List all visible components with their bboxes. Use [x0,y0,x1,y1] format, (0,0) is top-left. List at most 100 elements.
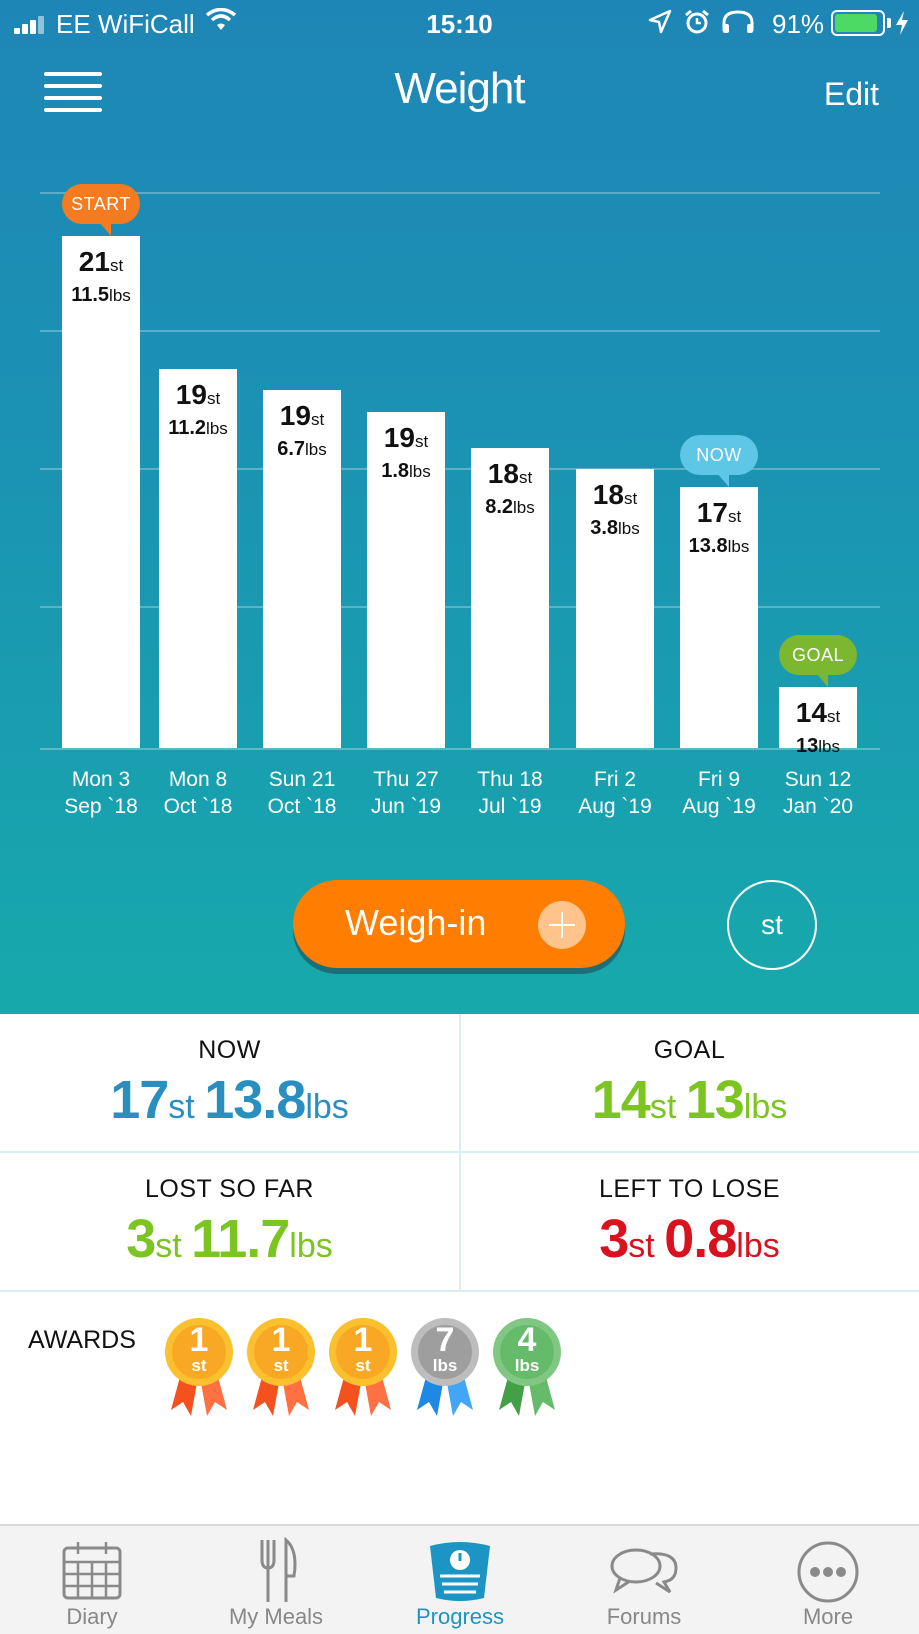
award-medal-unit: st [273,1356,289,1375]
chart-x-label: Mon 8 Oct `18 [148,766,248,820]
bar-stone-value: 17 [696,497,728,528]
bar-lbs-value: 11.5 [71,284,110,307]
unit-toggle-button[interactable]: st [727,880,817,970]
bar-lbs-value: 6.7 [277,437,306,460]
bar-lbs-label: 1.8lbs [367,458,445,485]
award-medal[interactable]: 7 lbs [409,1316,481,1420]
location-arrow-icon [648,9,672,34]
chart-bar[interactable]: 18st 8.2lbs [471,447,549,748]
alarm-clock-icon [685,9,709,34]
chart-bar[interactable]: 19st 1.8lbs [367,412,445,748]
award-medal-unit: lbs [514,1356,540,1375]
divider [0,1151,919,1153]
stat-now: NOW 17st 13.8lbs [0,1014,459,1153]
bar-stone-unit: st [826,707,841,727]
carrier-label: EE WiFiCall [56,9,195,39]
chart-gridline [40,192,880,194]
stat-stone-value: 3 [126,1209,156,1269]
chart-bar[interactable]: 17st 13.8lbs [680,487,758,748]
bar-stone-unit: st [518,467,533,487]
stat-stone-value: 3 [599,1209,629,1269]
x-label-day: Thu 18 [477,768,543,791]
bar-lbs-label: 3.8lbs [576,515,654,542]
award-medal-unit: st [355,1356,371,1375]
stat-stone-unit: st [628,1227,665,1265]
award-medal-unit: st [191,1356,207,1375]
stat-lbs-unit: lbs [736,1227,780,1265]
bar-stone-value: 19 [279,399,311,431]
x-label-day: Fri 9 [698,768,740,791]
chart-x-label: Mon 3 Sep `18 [51,766,151,820]
calendar-icon [52,1536,132,1606]
stat-goal-value: 14st 13lbs [460,1069,919,1131]
bar-lbs-value: 3.8 [590,516,619,539]
bar-lbs-unit: lbs [206,418,228,438]
chart-bar[interactable]: 18st 3.8lbs [576,468,654,748]
bar-lbs-unit: lbs [618,518,640,538]
tab-diary[interactable]: Diary [0,1526,184,1634]
bar-lbs-value: 13.8 [688,535,728,557]
plus-icon [538,901,586,949]
tab-more[interactable]: More [736,1526,919,1634]
chart-bar[interactable]: 21st 11.5lbs [62,236,140,748]
chart-x-label: Fri 9 Aug `19 [669,766,769,820]
bar-stone-unit: st [727,507,742,526]
award-medal-number: 1 [189,1321,209,1359]
award-medal-number: 1 [271,1321,291,1359]
hamburger-menu-icon[interactable] [44,72,102,112]
chart-bar[interactable]: 19st 6.7lbs [263,389,341,748]
award-medal-unit: lbs [432,1356,458,1375]
edit-button[interactable]: Edit [823,76,879,112]
award-medal[interactable]: 4 lbs [491,1316,563,1420]
tab-progress[interactable]: Progress [368,1526,552,1634]
x-label-month: Jul `19 [478,795,542,818]
stat-now-value: 17st 13.8lbs [0,1069,459,1131]
bar-lbs-unit: lbs [109,286,131,306]
stat-lbs-unit: lbs [305,1088,349,1126]
bar-lbs-unit: lbs [513,497,535,517]
bar-stone-unit: st [310,409,325,429]
header-background [0,0,919,1014]
chart-gridline [40,468,880,470]
bar-stone-label: 19st [263,400,341,436]
marker-start: START [62,184,140,237]
divider [459,1014,461,1292]
bar-stone-label: 18st [576,479,654,515]
weigh-in-label: Weigh-in [345,902,487,943]
x-label-month: Jun `19 [370,795,442,818]
bar-lbs-value: 1.8 [381,460,410,483]
tab-my-meals[interactable]: My Meals [184,1526,368,1634]
bar-stone-value: 19 [383,422,415,454]
chart-bar[interactable]: 14st 13lbs [779,687,857,757]
stat-stone-unit: st [649,1088,686,1126]
bar-lbs-label: 11.5lbs [62,282,140,309]
stat-goal: GOAL 14st 13lbs [460,1014,919,1153]
award-medal-number: 1 [353,1321,373,1359]
x-label-month: Oct `18 [163,795,233,818]
status-bar: EE WiFiCall 15:10 91% [0,0,919,48]
tab-forums[interactable]: Forums [552,1526,736,1634]
tab-label: Diary [66,1604,118,1629]
bar-lbs-value: 11.2 [168,416,207,439]
stat-lbs-value: 0.8 [664,1209,737,1269]
chart-x-label: Sun 21 Oct `18 [252,766,352,820]
battery-icon [831,10,885,36]
stat-lbs-value: 13.8 [204,1070,306,1130]
chart-x-label: Fri 2 Aug `19 [565,766,665,820]
bar-lbs-label: 13lbs [779,733,857,760]
stat-lbs-value: 11.7 [191,1209,290,1269]
stat-left: LEFT TO LOSE 3st 0.8lbs [460,1153,919,1292]
bar-stone-unit: st [623,488,638,508]
tab-label: My Meals [228,1604,324,1629]
bar-lbs-label: 13.8lbs [680,533,758,560]
stat-left-value: 3st 0.8lbs [460,1208,919,1270]
bar-stone-unit: st [414,432,429,452]
stat-now-label: NOW [198,1036,261,1064]
chart-bar[interactable]: 19st 11.2lbs [159,368,237,748]
x-label-month: Oct `18 [267,795,337,818]
weigh-in-button[interactable]: Weigh-in [293,880,625,968]
